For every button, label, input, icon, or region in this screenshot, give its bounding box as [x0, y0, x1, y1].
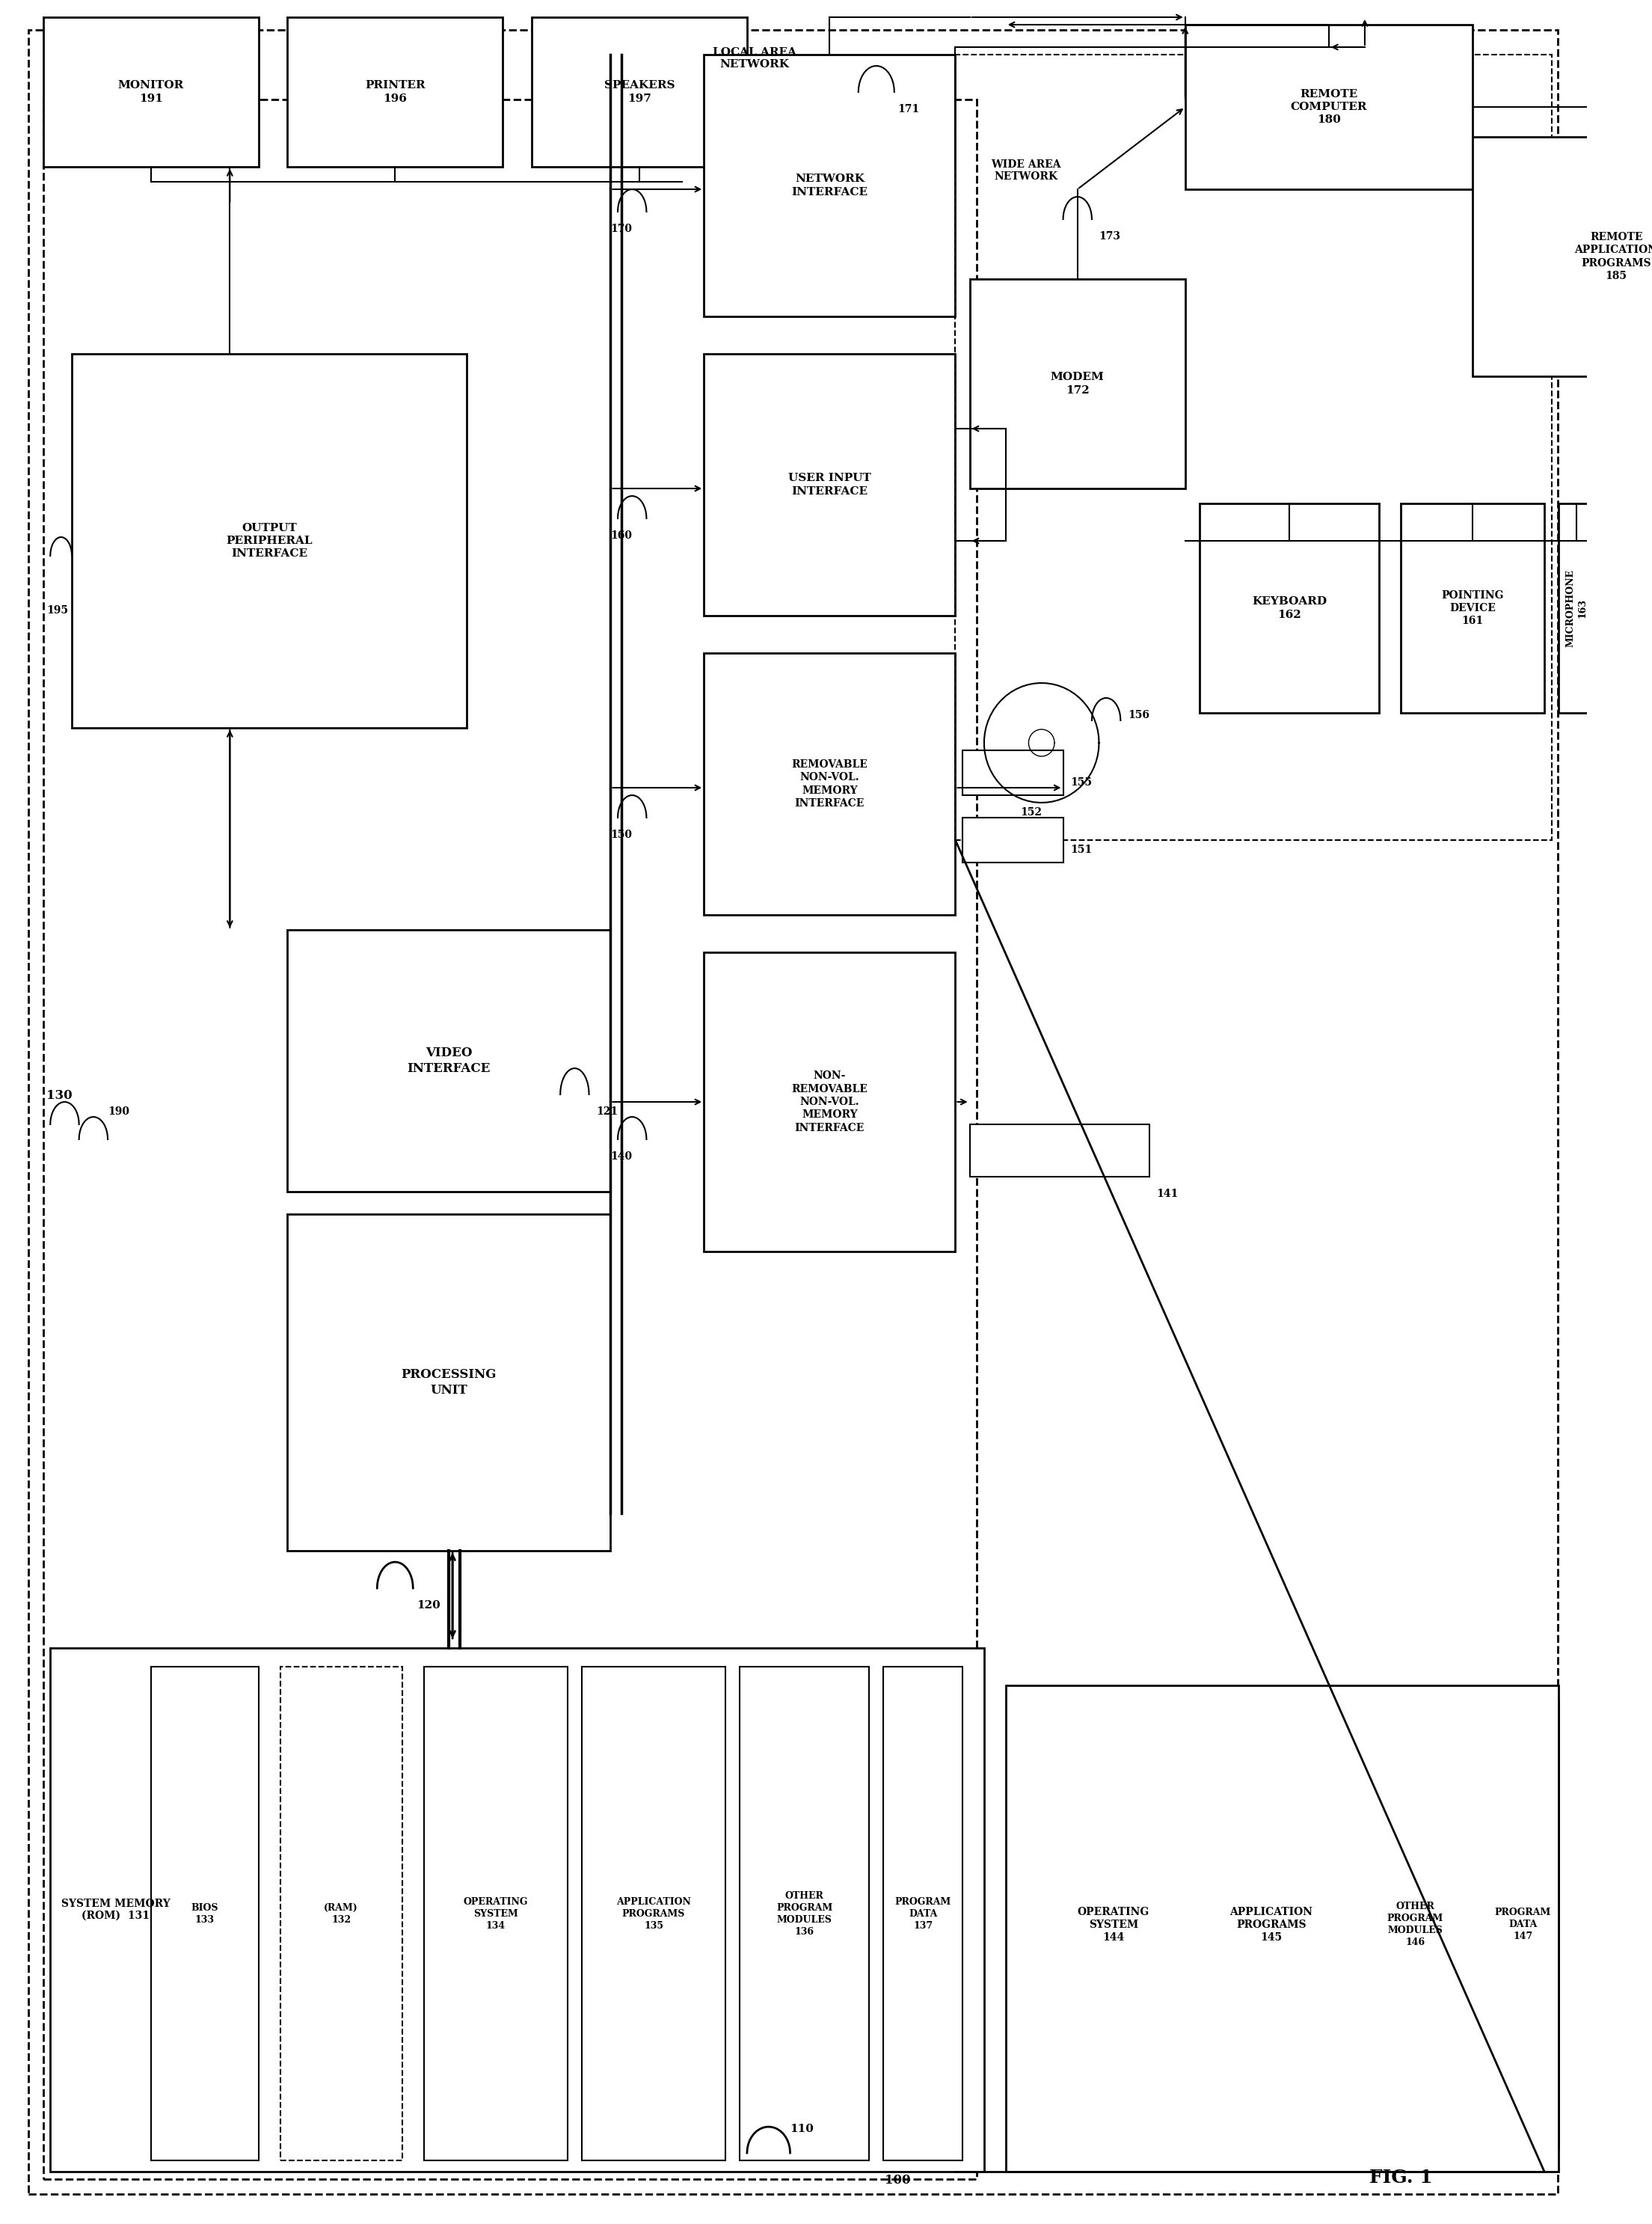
Text: 152: 152 — [1019, 807, 1042, 818]
Bar — [963, 818, 1064, 863]
Bar — [1487, 1701, 1559, 2148]
Text: FIG. 1: FIG. 1 — [1370, 2168, 1432, 2186]
Text: REMOTE
APPLICATION
PROGRAMS
185: REMOTE APPLICATION PROGRAMS 185 — [1574, 231, 1652, 280]
Text: 100: 100 — [885, 2173, 910, 2186]
Text: 190: 190 — [107, 1105, 129, 1116]
Text: 170: 170 — [611, 225, 633, 234]
Bar — [1559, 503, 1594, 714]
Text: 173: 173 — [1099, 231, 1120, 242]
Text: MODEM
172: MODEM 172 — [1051, 371, 1104, 396]
Text: 195: 195 — [46, 605, 68, 616]
Bar — [71, 354, 468, 727]
Bar — [43, 100, 976, 2180]
Text: 110: 110 — [790, 2124, 814, 2135]
Text: APPLICATION
PROGRAMS
145: APPLICATION PROGRAMS 145 — [1229, 1906, 1313, 1944]
Text: 141: 141 — [1156, 1188, 1178, 1199]
Bar — [287, 930, 611, 1192]
Text: 150: 150 — [611, 830, 633, 841]
Text: NON-
REMOVABLE
NON-VOL.
MEMORY
INTERFACE: NON- REMOVABLE NON-VOL. MEMORY INTERFACE — [791, 1070, 867, 1132]
Bar — [970, 278, 1184, 489]
Text: APPLICATION
PROGRAMS
135: APPLICATION PROGRAMS 135 — [616, 1897, 691, 1930]
Bar — [704, 56, 955, 316]
Text: 155: 155 — [1070, 776, 1092, 787]
Bar — [1199, 1701, 1343, 2148]
Text: LOCAL AREA
NETWORK: LOCAL AREA NETWORK — [712, 47, 796, 69]
Text: PROCESSING
UNIT: PROCESSING UNIT — [401, 1368, 497, 1397]
Bar — [50, 1648, 985, 2171]
Text: (RAM)
132: (RAM) 132 — [324, 1904, 358, 1924]
Bar — [582, 1666, 725, 2160]
Bar — [532, 18, 747, 167]
Text: NETWORK
INTERFACE: NETWORK INTERFACE — [791, 173, 867, 198]
Bar — [281, 1666, 401, 2160]
Text: OUTPUT
PERIPHERAL
INTERFACE: OUTPUT PERIPHERAL INTERFACE — [226, 523, 312, 558]
Text: MICROPHONE
163: MICROPHONE 163 — [1566, 569, 1588, 647]
Bar — [287, 18, 502, 167]
Text: OPERATING
SYSTEM
134: OPERATING SYSTEM 134 — [463, 1897, 529, 1930]
Text: SYSTEM MEMORY
(ROM)  131: SYSTEM MEMORY (ROM) 131 — [61, 1899, 170, 1922]
Bar — [1041, 1701, 1184, 2148]
Text: 171: 171 — [899, 105, 920, 113]
Bar — [704, 654, 955, 914]
Text: PROGRAM
DATA
137: PROGRAM DATA 137 — [895, 1897, 952, 1930]
Text: OTHER
PROGRAM
MODULES
146: OTHER PROGRAM MODULES 146 — [1388, 1902, 1444, 1948]
Bar — [884, 1666, 963, 2160]
Text: SPEAKERS
197: SPEAKERS 197 — [605, 80, 674, 105]
Bar — [425, 1666, 567, 2160]
Bar — [955, 56, 1551, 841]
Text: REMOTE
COMPUTER
180: REMOTE COMPUTER 180 — [1290, 89, 1368, 125]
Bar — [287, 1214, 611, 1550]
Bar — [1184, 24, 1472, 189]
Text: PROGRAM
DATA
147: PROGRAM DATA 147 — [1495, 1908, 1551, 1942]
Text: USER INPUT
INTERFACE: USER INPUT INTERFACE — [788, 474, 871, 496]
Bar — [704, 354, 955, 616]
Text: VIDEO
INTERFACE: VIDEO INTERFACE — [408, 1048, 491, 1074]
Text: BIOS
133: BIOS 133 — [192, 1904, 218, 1924]
Text: MONITOR
191: MONITOR 191 — [117, 80, 183, 105]
Bar — [740, 1666, 869, 2160]
Bar — [1199, 503, 1379, 714]
Bar — [963, 749, 1064, 796]
Text: OPERATING
SYSTEM
144: OPERATING SYSTEM 144 — [1077, 1906, 1150, 1944]
Text: 130: 130 — [46, 1090, 73, 1101]
Bar — [1358, 1701, 1472, 2148]
Bar — [1472, 138, 1652, 376]
Bar — [1401, 503, 1545, 714]
Bar — [43, 18, 259, 167]
Bar — [704, 952, 955, 1252]
Bar — [150, 1666, 259, 2160]
Text: KEYBOARD
162: KEYBOARD 162 — [1252, 596, 1327, 620]
Text: 160: 160 — [611, 529, 633, 540]
Text: OTHER
PROGRAM
MODULES
136: OTHER PROGRAM MODULES 136 — [776, 1890, 833, 1937]
Text: 140: 140 — [611, 1152, 633, 1161]
Text: POINTING
DEVICE
161: POINTING DEVICE 161 — [1441, 589, 1503, 627]
Text: 151: 151 — [1070, 845, 1092, 854]
Bar — [1006, 1686, 1559, 2171]
Text: 156: 156 — [1128, 709, 1150, 721]
Text: 121: 121 — [596, 1105, 618, 1116]
Text: WIDE AREA
NETWORK: WIDE AREA NETWORK — [991, 160, 1061, 182]
Text: REMOVABLE
NON-VOL.
MEMORY
INTERFACE: REMOVABLE NON-VOL. MEMORY INTERFACE — [791, 758, 867, 810]
Text: 120: 120 — [416, 1599, 441, 1610]
Text: PRINTER
196: PRINTER 196 — [365, 80, 425, 105]
Bar — [970, 1125, 1150, 1176]
